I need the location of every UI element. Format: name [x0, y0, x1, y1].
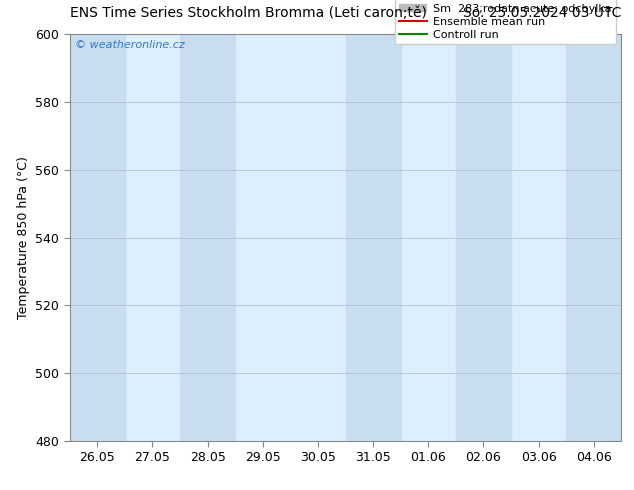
Bar	[456, 34, 511, 441]
Bar	[70, 34, 125, 441]
Text: ENS Time Series Stockholm Bromma (Leti caron;tě): ENS Time Series Stockholm Bromma (Leti c…	[70, 5, 427, 20]
Y-axis label: Temperature 850 hPa (°C): Temperature 850 hPa (°C)	[16, 156, 30, 319]
Bar	[180, 34, 235, 441]
Text: © weatheronline.cz: © weatheronline.cz	[75, 40, 185, 50]
Bar	[566, 34, 621, 441]
Text: So. 25.05.2024 03 UTC: So. 25.05.2024 03 UTC	[463, 5, 621, 20]
Bar	[346, 34, 401, 441]
Legend: min/max, Sm  283;rodatn acute; odchylka, Ensemble mean run, Controll run: min/max, Sm 283;rodatn acute; odchylka, …	[395, 0, 616, 44]
